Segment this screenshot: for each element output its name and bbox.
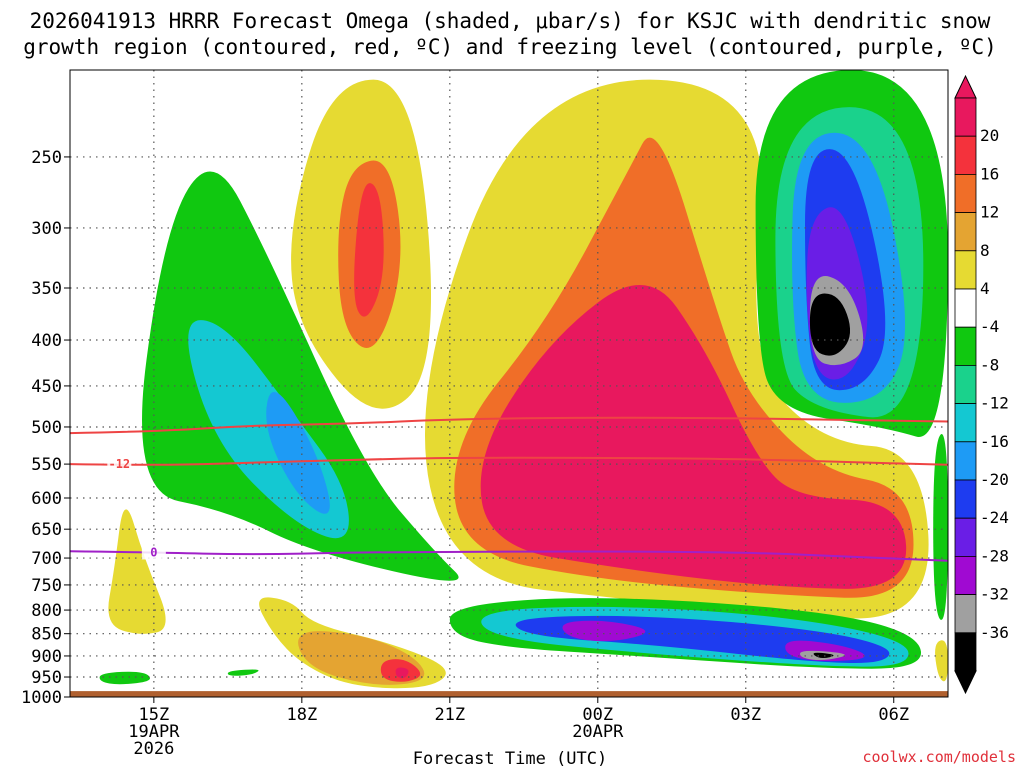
colorbar-top-arrow — [954, 74, 977, 99]
y-tick-label: 1000 — [21, 688, 62, 708]
temperature-contours: -12 0 — [70, 416, 948, 562]
y-tick-label: 850 — [31, 625, 62, 645]
y-tick-label: 800 — [31, 601, 62, 621]
colorbar-label: -36 — [980, 623, 1009, 642]
colorbar-label: 4 — [980, 279, 990, 298]
ascent-right-edge — [933, 434, 948, 620]
colorbar-swatch — [954, 326, 977, 366]
y-tick-label: 450 — [31, 377, 62, 397]
colorbar-label: -16 — [980, 432, 1009, 451]
x-tick-label: 00Z — [582, 705, 613, 725]
dgz-bottom-contour — [70, 456, 948, 466]
descent-lower-core — [395, 667, 409, 679]
y-tick-label: 550 — [31, 455, 62, 475]
colorbar-label: -32 — [980, 585, 1009, 604]
colorbar-swatch — [954, 288, 977, 328]
colorbar: 20 16 12 8 4 -4 -8 -12 -16 -20 -24 -28 -32 -36 — [954, 74, 1009, 695]
y-tick-label: 350 — [31, 279, 62, 299]
source-credit: coolwx.com/models — [862, 748, 1016, 766]
peak-descent-upper — [354, 183, 384, 317]
dgz-bottom-label: -12 — [108, 457, 130, 471]
ascent-lower-core — [813, 652, 834, 658]
chart-title-line-2: growth region (contoured, red, ºC) and f… — [23, 35, 997, 59]
colorbar-swatch — [954, 517, 977, 557]
ascent-upper-right-core — [809, 293, 851, 356]
x-tick-label: 06Z — [878, 705, 909, 725]
colorbar-swatch — [954, 364, 977, 404]
colorbar-swatch — [954, 594, 977, 634]
grid-lines — [70, 70, 948, 697]
y-tick-label: 500 — [31, 418, 62, 438]
colorbar-swatch — [954, 479, 977, 519]
y-tick-label: 950 — [31, 668, 62, 688]
x-tick-label: 21Z — [434, 705, 465, 725]
ascent-surface-left — [99, 671, 151, 685]
ascent-left-core — [266, 391, 330, 514]
colorbar-swatch — [954, 441, 977, 481]
colorbar-swatch — [954, 250, 977, 290]
y-tick-label: 900 — [31, 647, 62, 667]
colorbar-swatch — [954, 135, 977, 175]
colorbar-label: 8 — [980, 241, 990, 260]
y-tick-label: 400 — [31, 331, 62, 351]
colorbar-label: -4 — [980, 317, 999, 336]
colorbar-label: 16 — [980, 164, 999, 183]
colorbar-swatch — [954, 632, 977, 672]
y-tick-label: 300 — [31, 219, 62, 239]
colorbar-label: 12 — [980, 203, 999, 222]
colorbar-bottom-arrow — [954, 670, 977, 695]
ascent-left-outer — [142, 171, 459, 581]
y-tick-label: 250 — [31, 148, 62, 168]
colorbar-swatch — [954, 212, 977, 252]
dgz-top-contour — [70, 416, 948, 435]
terrain-below-ground — [70, 691, 948, 697]
y-tick-label: 700 — [31, 549, 62, 569]
x-axis-label: Forecast Time (UTC) — [413, 749, 607, 768]
colorbar-swatch — [954, 556, 977, 596]
colorbar-label: -12 — [980, 394, 1009, 413]
colorbar-label: -24 — [980, 508, 1009, 527]
chart-title-line-1: 2026041913 HRRR Forecast Omega (shaded, … — [30, 9, 991, 33]
colorbar-label: -8 — [980, 355, 999, 374]
freezing-level-label: 0 — [150, 545, 157, 559]
y-tick-label: 650 — [31, 520, 62, 540]
colorbar-swatch — [954, 173, 977, 213]
descent-main-core — [480, 284, 907, 589]
colorbar-swatch — [954, 97, 977, 137]
x-tick-label: 18Z — [286, 705, 317, 725]
contour-label-bg — [141, 545, 166, 560]
x-tick-label: 03Z — [730, 705, 761, 725]
colorbar-label: -28 — [980, 546, 1009, 565]
colorbar-swatch — [954, 403, 977, 443]
descent-right-edge — [935, 640, 948, 682]
x-tick-label: 19APR — [128, 722, 180, 742]
contour-label-bg — [107, 457, 132, 472]
ascent-surface-mid — [227, 669, 259, 676]
descent-lower-left-yellow — [108, 509, 166, 634]
ascent-lower-violet-west — [562, 620, 646, 642]
plot-frame — [69, 69, 949, 698]
x-tick-label: 15Z — [138, 705, 169, 725]
x-tick-label: 20APR — [572, 722, 624, 742]
freezing-level-contour — [70, 550, 948, 562]
colorbar-label: -20 — [980, 470, 1009, 489]
y-tick-label: 750 — [31, 576, 62, 596]
y-axis-ticks: 2503003504004505005506006507007508008509… — [21, 148, 70, 708]
x-tick-label: 2026 — [133, 739, 174, 759]
y-tick-label: 600 — [31, 489, 62, 509]
colorbar-label: 20 — [980, 126, 999, 145]
